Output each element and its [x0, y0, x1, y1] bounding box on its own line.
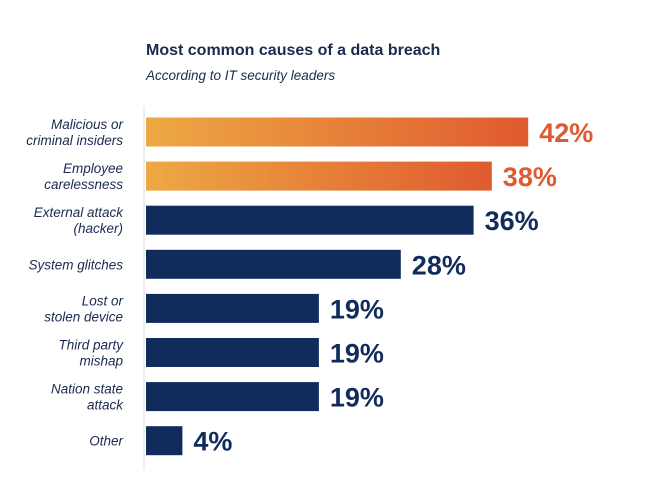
- bar: [146, 249, 401, 279]
- bar: [146, 205, 474, 235]
- category-label: Employee carelessness: [44, 161, 123, 192]
- value-label: 4%: [193, 427, 232, 457]
- category-label: Third party mishap: [58, 338, 124, 369]
- category-label: Nation state attack: [51, 382, 124, 413]
- category-label: System glitches: [28, 257, 123, 272]
- bar: [146, 293, 319, 323]
- bar: [146, 338, 319, 367]
- chart-subtitle: According to IT security leaders: [146, 68, 336, 83]
- value-label: 19%: [330, 294, 384, 324]
- value-label: 19%: [330, 383, 384, 413]
- category-label: Other: [89, 434, 123, 449]
- category-label: Lost or stolen device: [44, 293, 123, 324]
- chart-title: Most common causes of a data breach: [146, 42, 441, 59]
- value-label: 19%: [330, 339, 384, 369]
- bar: [146, 426, 183, 456]
- value-label: 28%: [412, 250, 466, 280]
- bar: [146, 382, 319, 412]
- value-label: 38%: [503, 162, 557, 192]
- bar: [146, 161, 492, 191]
- bar: [146, 117, 529, 147]
- category-label: External attack (hacker): [34, 205, 125, 236]
- value-label: 42%: [539, 118, 593, 148]
- value-label: 36%: [485, 206, 539, 236]
- category-label: Malicious or criminal insiders: [26, 117, 123, 148]
